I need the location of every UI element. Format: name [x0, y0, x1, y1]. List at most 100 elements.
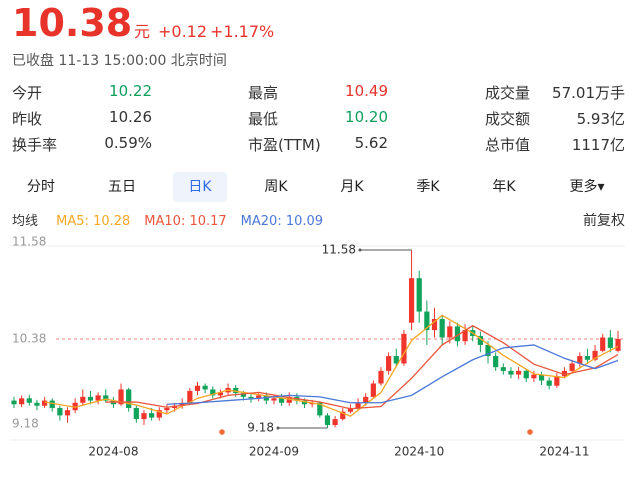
event-dot[interactable]	[219, 429, 225, 435]
ma-legend: 均线 MA5: 10.28 MA10: 10.17 MA20: 10.09	[12, 210, 323, 229]
candle-body	[393, 356, 399, 364]
adjust-toggle[interactable]: 前复权	[583, 213, 625, 229]
candle-body	[301, 400, 308, 405]
candle-body	[416, 278, 422, 312]
ma-name: MA20	[240, 214, 278, 229]
high-leader-dot	[358, 248, 362, 252]
candle-body	[179, 402, 185, 406]
candle-body	[363, 396, 369, 403]
period-tab[interactable]: 日K	[173, 172, 227, 202]
candle-body	[103, 395, 109, 401]
ma-line	[105, 324, 619, 410]
candle-body	[87, 396, 94, 401]
stat-label: 换手率	[12, 136, 58, 154]
ma-legend-item: MA10: 10.17	[144, 214, 227, 229]
ma-label: 均线	[12, 214, 39, 229]
candle-body	[118, 389, 124, 405]
last-price: 10.38	[12, 1, 133, 45]
candle-body	[577, 356, 583, 364]
candle-body	[133, 407, 139, 420]
candle-body	[278, 398, 285, 403]
price-unit: 元	[134, 22, 151, 41]
candle-body	[401, 333, 407, 364]
stat-label: 成交量	[485, 84, 531, 102]
candle-body	[592, 350, 598, 360]
candle-body	[378, 370, 384, 384]
candle-body	[256, 395, 262, 399]
ma-name: MA10	[144, 214, 181, 229]
stat-value: 5.93亿	[576, 110, 625, 128]
ma-name: MA5	[56, 214, 85, 229]
event-dot[interactable]	[527, 429, 533, 435]
candle-body	[485, 344, 491, 357]
candle-body	[72, 402, 78, 411]
candle-body	[156, 410, 162, 418]
candle-body	[347, 407, 354, 412]
candle-body	[439, 318, 445, 338]
candle-body	[141, 413, 147, 420]
stat-value: 10.20	[345, 108, 388, 126]
high-annotation: 11.58	[322, 243, 356, 257]
stat-label: 今开	[12, 84, 43, 102]
candle-body	[355, 402, 361, 408]
period-tab[interactable]: 分时	[27, 179, 55, 195]
candle-body	[546, 380, 552, 386]
candle-body	[126, 389, 132, 408]
y-tick-label: 9.18	[12, 417, 39, 431]
stat-value: 0.59%	[104, 134, 152, 152]
stat-value: 10.49	[345, 82, 388, 100]
candle-body	[286, 396, 292, 403]
stat-value: 10.26	[109, 108, 152, 126]
x-tick-label: 2024-11	[539, 445, 589, 459]
candle-body	[202, 385, 208, 390]
low-leader-dot	[276, 426, 280, 430]
ma-line	[166, 344, 619, 405]
y-tick-label: 11.58	[12, 235, 46, 249]
period-tab[interactable]: 季K	[416, 179, 440, 195]
candle-body	[477, 336, 483, 345]
candle-body	[386, 356, 392, 371]
candle-body	[493, 356, 499, 368]
x-tick-label: 2024-09	[249, 445, 299, 459]
candle-body	[194, 385, 201, 391]
candle-body	[523, 370, 529, 379]
candle-body	[431, 318, 438, 331]
candle-body	[80, 396, 86, 403]
period-tab[interactable]: 周K	[264, 179, 288, 195]
period-tab[interactable]: 五日	[108, 179, 136, 195]
candle-body	[317, 402, 323, 416]
candle-body	[607, 337, 613, 348]
stat-label: 市盈(TTM)	[248, 136, 321, 154]
x-tick-label: 2024-08	[88, 445, 138, 459]
period-tab[interactable]: 月K	[340, 179, 364, 195]
candle-body	[554, 376, 560, 386]
period-tab[interactable]: 更多▾	[569, 179, 605, 195]
price-change: +0.12	[158, 22, 208, 41]
candle-body	[569, 363, 575, 371]
candle-body	[233, 387, 239, 394]
candle-body	[600, 337, 606, 351]
ma-value: 10.28	[93, 214, 131, 229]
candle-body	[187, 390, 193, 403]
candle-body	[332, 419, 338, 426]
candle-body	[516, 370, 522, 375]
stat-label: 昨收	[12, 110, 43, 128]
candle-body	[508, 370, 514, 375]
candle-body	[538, 374, 545, 381]
stat-value: 1117亿	[571, 136, 625, 154]
candle-body	[424, 311, 430, 331]
candle-body	[164, 407, 170, 411]
ma-line	[44, 314, 619, 417]
stat-label: 最高	[248, 84, 279, 102]
period-tab[interactable]: 年K	[492, 179, 516, 195]
candle-body	[41, 400, 48, 406]
candle-body	[271, 398, 277, 401]
y-tick-label: 10.38	[12, 332, 46, 346]
candle-body	[561, 370, 568, 377]
candle-body	[11, 400, 17, 405]
candle-body	[462, 330, 468, 342]
candle-body	[500, 367, 506, 371]
candle-body	[454, 326, 461, 342]
ma-value: 10.17	[189, 214, 227, 229]
